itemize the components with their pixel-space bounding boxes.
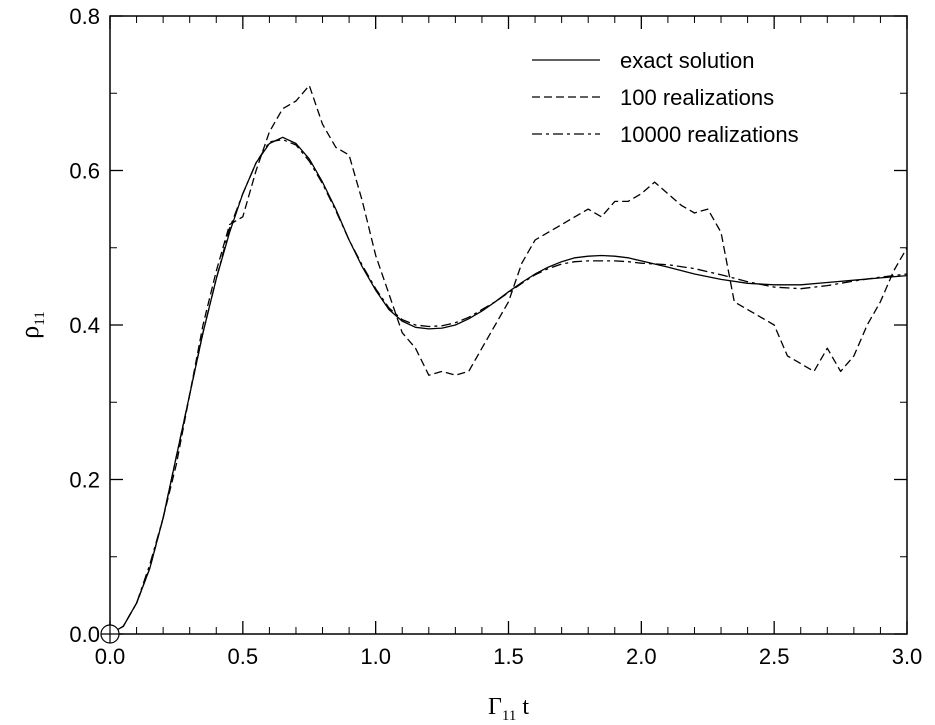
x-tick-label: 3.0 xyxy=(892,644,923,669)
y-axis-title-symbol: ρ xyxy=(15,326,44,339)
ticks-layer: 0.0 0.5 1.0 1.5 2.0 2.5 3.0 0.0 0.2 0.4 0.6 0.8 xyxy=(69,4,922,669)
legend-label-2: 100 realizations xyxy=(620,85,774,110)
x-axis-title-tail: t xyxy=(516,694,529,720)
x-tick-label: 1.0 xyxy=(360,644,391,669)
legend-label-1: exact solution xyxy=(620,48,755,73)
y-tick-label: 0.6 xyxy=(69,159,100,184)
y-axis-title-subscript: 11 xyxy=(32,311,48,325)
x-tick-label: 0.0 xyxy=(95,644,126,669)
origin-marker xyxy=(100,624,120,644)
y-tick-label: 0.4 xyxy=(69,313,100,338)
x-tick-label: 0.5 xyxy=(228,644,259,669)
x-tick-label: 2.5 xyxy=(759,644,790,669)
x-tick-label: 1.5 xyxy=(493,644,524,669)
series-line-1 xyxy=(109,136,908,635)
series-line-3 xyxy=(109,138,908,635)
y-tick-label: 0.2 xyxy=(69,468,100,493)
y-axis-title: ρ11 xyxy=(15,311,48,338)
y-tick-label: 0.0 xyxy=(69,622,100,647)
legend-label-3: 10000 realizations xyxy=(620,122,799,147)
y-tick-label: 0.8 xyxy=(69,4,100,29)
x-axis-title: Γ11 t xyxy=(488,694,529,724)
plot-frame xyxy=(109,15,908,635)
x-axis-title-symbol: Γ xyxy=(488,694,502,720)
series-line-2 xyxy=(109,84,908,635)
x-axis-title-subscript: 11 xyxy=(502,708,516,724)
series-layer xyxy=(109,84,908,635)
legend: exact solution 100 realizations 10000 real… xyxy=(532,48,799,147)
x-tick-label: 2.0 xyxy=(626,644,657,669)
